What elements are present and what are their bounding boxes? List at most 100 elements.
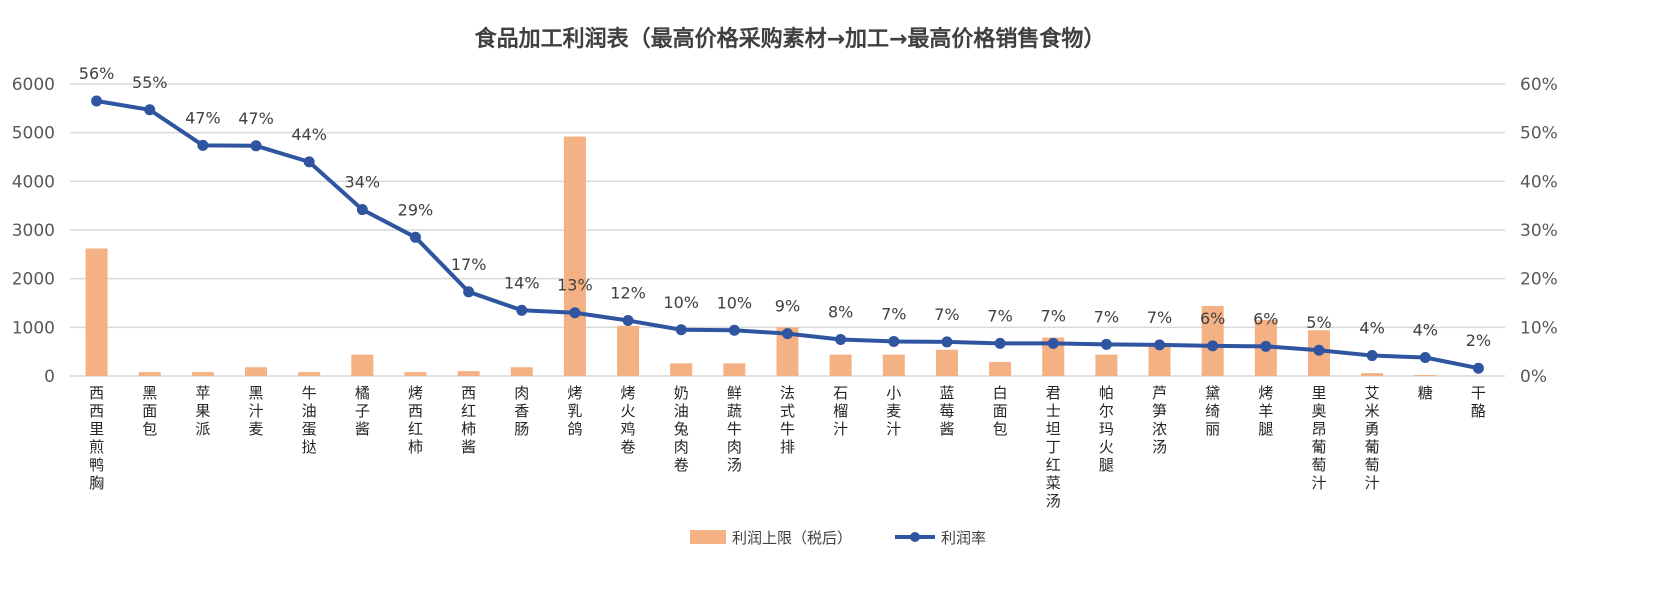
category-label: 芦笋浓汤 <box>1152 384 1167 456</box>
rate-point <box>1366 350 1378 362</box>
rate-data-label: 7% <box>1147 308 1172 327</box>
rate-data-label: 14% <box>504 273 540 292</box>
category-label: 肉香肠 <box>514 384 529 438</box>
left-tick-label: 3000 <box>12 221 55 241</box>
right-tick-label: 10% <box>1520 318 1558 338</box>
right-tick-label: 30% <box>1520 221 1558 241</box>
bar <box>1148 345 1171 376</box>
bar <box>191 372 214 376</box>
rate-point <box>675 324 687 336</box>
rate-data-label: 5% <box>1306 313 1331 332</box>
rate-point <box>463 286 475 298</box>
rate-data-label: 10% <box>717 293 753 312</box>
rate-data-label: 4% <box>1359 319 1384 338</box>
right-tick-label: 40% <box>1520 172 1558 192</box>
bar <box>776 327 799 376</box>
category-label: 黑汁麦 <box>249 384 264 438</box>
chart-title: 食品加工利润表（最高价格采购素材→加工→最高价格销售食物） <box>475 26 1106 52</box>
bar <box>510 367 533 376</box>
category-label: 石榴汁 <box>833 384 848 438</box>
category-label: 干酪 <box>1471 384 1486 420</box>
bar <box>138 372 161 376</box>
category-label: 帕尔玛火腿 <box>1099 384 1114 474</box>
bar <box>563 136 586 376</box>
rate-point <box>782 328 793 340</box>
category-label: 苹果派 <box>195 384 210 438</box>
rate-data-label: 4% <box>1413 321 1438 340</box>
category-label: 艾米勇葡萄汁 <box>1365 384 1380 492</box>
rate-point <box>994 337 1006 349</box>
rate-data-label: 55% <box>132 73 168 92</box>
bar <box>882 354 905 376</box>
category-label: 烤火鸡卷 <box>621 384 636 456</box>
rate-point <box>356 204 368 216</box>
left-axis: 0 1000 2000 3000 4000 5000 6000 <box>12 75 55 387</box>
left-tick-label: 6000 <box>12 75 55 95</box>
rate-point <box>1154 339 1166 351</box>
legend-bar-swatch <box>690 530 726 544</box>
right-tick-label: 60% <box>1520 75 1558 95</box>
rate-point <box>941 336 953 348</box>
bar-series <box>85 136 1437 376</box>
bar <box>1361 373 1384 376</box>
rate-point <box>569 307 581 319</box>
category-label: 鲜蔬牛肉汤 <box>727 384 742 474</box>
category-label: 烤羊腿 <box>1258 384 1273 438</box>
rate-point <box>409 231 421 243</box>
bar <box>1414 375 1437 376</box>
right-axis: 0% 10% 20% 30% 40% 50% 60% <box>1520 75 1558 387</box>
bar <box>351 354 374 376</box>
category-label: 西西里煎鸭胸 <box>89 384 104 492</box>
rate-point <box>1472 362 1484 374</box>
rate-data-label: 9% <box>775 297 800 316</box>
right-tick-label: 0% <box>1520 367 1547 387</box>
rate-data-label: 56% <box>79 64 115 83</box>
category-label: 西红柿酱 <box>461 384 476 456</box>
left-tick-label: 1000 <box>12 318 55 338</box>
bar <box>1095 354 1118 376</box>
bar <box>85 248 108 376</box>
rate-data-label: 7% <box>987 306 1012 325</box>
rate-point <box>1207 340 1219 352</box>
rate-point <box>303 156 315 168</box>
category-label: 牛油蛋挞 <box>302 384 317 456</box>
category-label: 黛绮丽 <box>1205 384 1220 438</box>
rate-data-label: 29% <box>398 200 434 219</box>
rate-point <box>1047 337 1059 349</box>
bar <box>245 367 268 376</box>
rate-point <box>516 304 528 316</box>
bar <box>457 371 480 376</box>
x-axis-labels: 西西里煎鸭胸 黑面包 苹果派 黑汁麦 牛油蛋挞 橘子酱 烤西红柿 西红柿酱 肉香肠 烤乳鸽 烤火鸡卷… <box>89 384 1486 510</box>
bar <box>829 354 852 376</box>
bar <box>298 372 321 376</box>
rate-data-label: 12% <box>610 284 646 303</box>
rate-data-label: 10% <box>663 293 699 312</box>
left-tick-label: 4000 <box>12 172 55 192</box>
category-label: 君士坦丁红菜汤 <box>1046 384 1061 510</box>
bar <box>1042 337 1065 376</box>
rate-data-label: 7% <box>1041 306 1066 325</box>
rate-data-label: 6% <box>1200 309 1225 328</box>
category-label: 里奥昂葡萄汁 <box>1311 384 1326 492</box>
bar <box>670 363 693 376</box>
rate-data-label: 34% <box>345 173 381 192</box>
category-label: 黑面包 <box>142 384 157 438</box>
category-label: 糖 <box>1418 384 1433 402</box>
rate-data-label: 44% <box>291 125 327 144</box>
category-label: 烤西红柿 <box>408 384 423 456</box>
category-label: 橘子酱 <box>355 384 370 438</box>
rate-data-label: 8% <box>828 303 853 322</box>
legend-line-marker <box>910 532 920 542</box>
rate-point <box>91 95 103 107</box>
bar <box>404 372 427 376</box>
category-label: 白面包 <box>993 384 1008 438</box>
rate-data-label: 6% <box>1253 309 1278 328</box>
bar <box>723 363 746 376</box>
category-label: 蓝莓酱 <box>939 384 954 438</box>
bar <box>989 361 1012 376</box>
category-label: 小麦汁 <box>886 384 901 438</box>
category-label: 烤乳鸽 <box>567 384 582 438</box>
bar <box>617 325 640 376</box>
gridlines <box>70 83 1505 377</box>
rate-point <box>622 315 634 327</box>
